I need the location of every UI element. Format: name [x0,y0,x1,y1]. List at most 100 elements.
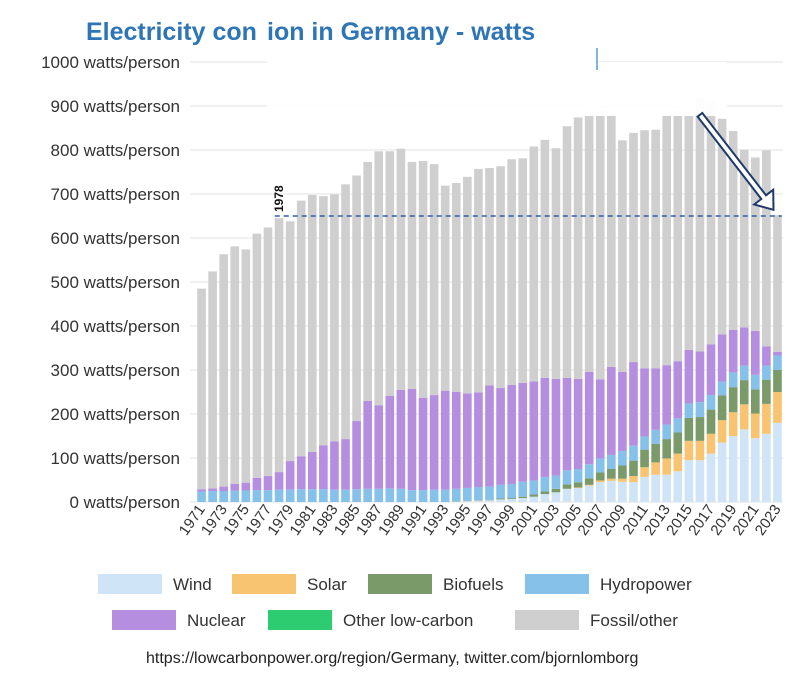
bar-segment-solar-2012 [651,462,660,475]
bar-1995 [463,176,472,502]
bar-segment-nuclear-1977 [263,476,273,491]
bar-segment-biofuels-2022 [762,379,771,404]
legend: Wind Solar Biofuels Hydropower Nuclear Other … [98,574,692,630]
bar-segment-fossil-other-1976 [252,233,262,478]
y-tick-label-1000: 1000 watts/person [41,53,180,72]
bar-segment-solar-2013 [662,458,672,475]
y-tick-label-500: 500 watts/person [51,273,180,292]
bar-segment-hydropower-1988 [385,488,395,502]
bar-segment-solar-2014 [673,453,683,472]
legend-swatch-wind [98,574,162,594]
bar-2014 [673,110,683,502]
bar-segment-biofuels-2014 [673,432,683,454]
bar-segment-solar-2008 [607,478,616,481]
screenshot-overlay-mask [267,14,727,116]
bar-segment-nuclear-2011 [640,368,649,437]
bar-segment-hydropower-2008 [607,454,616,469]
chart-bars [197,97,782,502]
bar-1997 [485,168,494,502]
bar-segment-biofuels-2008 [607,469,616,479]
bar-segment-fossil-other-1995 [463,176,472,394]
bar-1981 [307,194,317,502]
bar-segment-nuclear-2005 [573,378,583,469]
bar-segment-nuclear-2000 [518,382,528,482]
bar-segment-hydropower-2020 [739,365,749,381]
bar-segment-nuclear-1990 [407,388,417,491]
bar-segment-nuclear-1971 [197,489,206,492]
bar-segment-fossil-other-2003 [551,148,561,379]
bar-1971 [197,288,206,502]
bar-segment-hydropower-2009 [618,450,627,466]
bar-segment-wind-1995 [463,501,472,502]
legend-swatch-hydropower [525,574,589,594]
bar-2002 [540,139,550,502]
bar-segment-hydropower-1996 [474,487,483,501]
bar-1993 [440,185,450,502]
bar-segment-nuclear-1978 [274,472,284,490]
annotation-arrow [696,111,775,212]
bar-segment-fossil-other-2023 [773,215,782,352]
y-tick-label-300: 300 watts/person [51,361,180,380]
bar-2022 [762,150,771,502]
bar-1999 [507,159,516,502]
bar-segment-biofuels-2000 [518,496,528,499]
bar-segment-wind-2019 [728,436,738,502]
bar-segment-fossil-other-2015 [684,112,694,350]
bar-1998 [496,166,505,502]
bar-segment-fossil-other-2022 [762,150,771,347]
bar-segment-hydropower-2007 [595,458,605,473]
bar-segment-nuclear-1984 [341,439,350,490]
bar-segment-fossil-other-1979 [285,221,295,462]
bar-1973 [219,254,229,502]
bar-1984 [341,184,350,502]
bar-segment-hydropower-1982 [319,489,328,502]
bar-segment-fossil-other-1981 [307,194,317,452]
bar-segment-fossil-other-1971 [197,288,206,490]
overlay-panel-top [267,14,597,70]
bar-segment-nuclear-1983 [330,441,339,490]
bar-segment-wind-2011 [640,476,649,502]
bar-segment-wind-2023 [773,422,782,502]
legend-label-biofuels: Biofuels [443,575,503,594]
bar-segment-fossil-other-2013 [662,113,672,366]
bar-segment-hydropower-2010 [629,445,638,461]
bar-segment-fossil-other-1997 [485,168,494,386]
bar-segment-fossil-other-2007 [595,109,605,380]
bar-segment-hydropower-2004 [562,470,572,485]
legend-item-fossil-other: Fossil/other [515,610,678,630]
bar-segment-nuclear-1982 [319,445,328,490]
bar-segment-hydropower-2006 [584,464,594,479]
bar-segment-fossil-other-2021 [750,157,760,331]
bar-segment-hydropower-1993 [440,489,450,502]
bar-segment-fossil-other-2014 [673,110,683,362]
bar-segment-hydropower-2001 [529,480,539,495]
bar-segment-wind-2005 [573,487,583,502]
bar-segment-hydropower-1992 [429,489,439,502]
bar-segment-solar-2018 [717,420,727,443]
bar-segment-fossil-other-1993 [440,185,450,391]
source-credit: https://lowcarbonpower.org/region/German… [146,650,638,667]
annotations: 1978 [272,111,782,217]
bar-1996 [474,168,483,502]
bar-segment-wind-2017 [706,453,716,502]
bar-segment-biofuels-2011 [640,449,649,468]
chart-title-part-2: ion in Germany - watts [267,18,535,46]
bar-1988 [385,151,395,502]
bar-segment-hydropower-1978 [274,489,284,502]
bar-segment-hydropower-2018 [717,381,727,396]
legend-item-nuclear: Nuclear [112,610,246,630]
legend-swatch-other-low-carbon [268,610,332,630]
bar-segment-hydropower-1972 [208,491,217,502]
y-tick-label-400: 400 watts/person [51,317,180,336]
bar-segment-nuclear-2021 [750,330,760,375]
bar-1992 [429,164,439,502]
bar-segment-nuclear-1972 [208,488,217,491]
bar-segment-fossil-other-1996 [474,168,483,393]
overlay-panel-body [267,62,727,116]
bar-segment-hydropower-2015 [684,403,694,418]
bar-2005 [573,117,583,502]
bar-segment-wind-2007 [595,482,605,502]
chart-title-part-1: Electricity con [86,18,257,46]
bar-segment-hydropower-1994 [451,488,461,502]
bar-segment-fossil-other-2020 [739,149,749,328]
